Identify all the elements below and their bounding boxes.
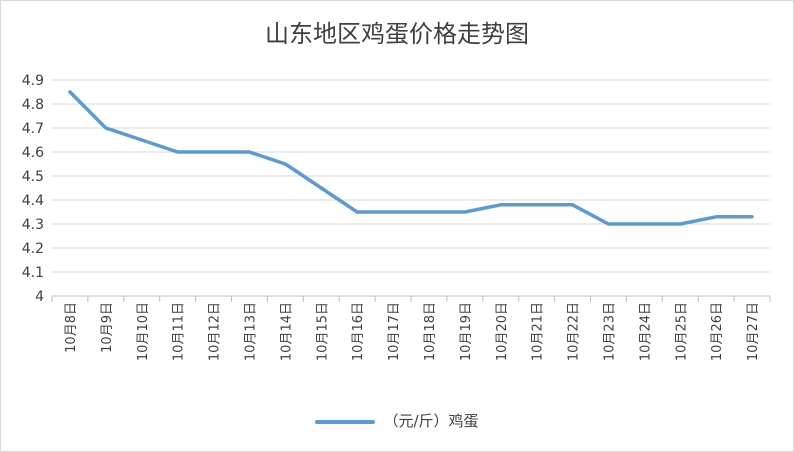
x-tick-label: 10月20日 <box>495 302 510 361</box>
y-tick-label: 4.9 <box>22 73 44 89</box>
data-point <box>463 210 467 214</box>
y-tick-label: 4.5 <box>22 169 44 185</box>
x-tick-label: 10月23日 <box>602 302 617 361</box>
legend-swatch <box>315 419 376 424</box>
x-tick-label: 10月21日 <box>531 302 546 361</box>
data-point <box>499 203 503 207</box>
data-point <box>535 203 539 207</box>
data-point <box>427 210 431 214</box>
data-point <box>212 150 216 154</box>
x-tick-label: 10月9日 <box>100 302 115 353</box>
x-tick-label: 10月14日 <box>279 302 294 361</box>
data-point <box>176 150 180 154</box>
x-tick-label: 10月11日 <box>172 302 187 361</box>
data-point <box>750 215 754 219</box>
data-point <box>140 138 144 142</box>
y-tick-label: 4 <box>35 289 44 305</box>
x-tick-label: 10月8日 <box>64 302 79 353</box>
x-tick-label: 10月13日 <box>243 302 258 361</box>
x-tick-label: 10月18日 <box>423 302 438 361</box>
y-tick-label: 4.1 <box>22 265 44 281</box>
data-point <box>606 222 610 226</box>
x-tick-label: 10月19日 <box>459 302 474 361</box>
y-tick-label: 4.7 <box>22 121 44 137</box>
x-tick-label: 10月26日 <box>710 302 725 361</box>
data-point <box>355 210 359 214</box>
x-tick-label: 10月15日 <box>315 302 330 361</box>
x-tick-label: 10月17日 <box>387 302 402 361</box>
y-tick-label: 4.8 <box>22 97 44 113</box>
data-point <box>283 162 287 166</box>
data-point <box>68 90 72 94</box>
data-point <box>247 150 251 154</box>
data-point <box>391 210 395 214</box>
x-tick-label: 10月22日 <box>567 302 582 361</box>
data-point <box>104 126 108 130</box>
y-tick-label: 4.6 <box>22 145 44 161</box>
x-tick-label: 10月24日 <box>638 302 653 361</box>
x-tick-label: 10月10日 <box>136 302 151 361</box>
chart-title: 山东地区鸡蛋价格走势图 <box>265 20 529 48</box>
data-point <box>678 222 682 226</box>
legend: （元/斤）鸡蛋 <box>0 410 794 431</box>
x-tick-label: 10月12日 <box>208 302 223 361</box>
data-point <box>642 222 646 226</box>
y-tick-label: 4.3 <box>22 217 44 233</box>
data-point <box>571 203 575 207</box>
data-point <box>714 215 718 219</box>
y-tick-label: 4.2 <box>22 241 44 257</box>
y-tick-label: 4.4 <box>22 193 44 209</box>
legend-label: （元/斤）鸡蛋 <box>383 412 479 430</box>
series-line <box>68 90 754 226</box>
x-tick-label: 10月25日 <box>674 302 689 361</box>
x-tick-label: 10月27日 <box>746 302 761 361</box>
x-tick-label: 10月16日 <box>351 302 366 361</box>
data-point <box>319 186 323 190</box>
